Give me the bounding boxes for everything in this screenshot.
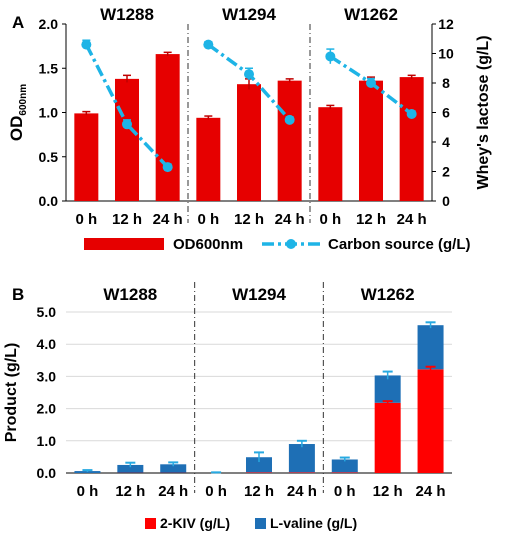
panel-a-legend-carbon-label: Carbon source (g/L): [328, 236, 471, 253]
panel-b-kiv-bar: [331, 472, 358, 473]
panel-a-y2-tick-label: 8: [442, 75, 450, 91]
panel-b-x-tick-label: 24 h: [158, 483, 188, 500]
panel-a-y2-tick-label: 6: [442, 105, 450, 121]
panel-b-kiv-bar: [417, 369, 444, 473]
panel-a-x-tick-label: 24 h: [275, 211, 305, 228]
panel-b-x-tick-label: 24 h: [287, 483, 317, 500]
panel-b-valine-bar: [117, 464, 144, 473]
panel-a-y-tick-label: 0.0: [39, 193, 59, 209]
panel-a-y-tick-label: 1.5: [39, 60, 59, 76]
panel-b-valine-bar: [331, 459, 358, 473]
panel-a-label: A: [12, 13, 24, 32]
panel-b-valine-bar: [288, 444, 315, 473]
panel-b-strain-title: W1288: [103, 285, 157, 304]
panel-b-y-tick-label: 4.0: [37, 336, 57, 352]
panel-a-legend-od-swatch: [84, 238, 164, 250]
panel-b-y-label: Product (g/L): [3, 343, 20, 443]
panel-b-strain-title: W1294: [232, 285, 286, 304]
panel-a-x-tick-label: 0 h: [75, 211, 97, 228]
panel-a-carbon-line: [84, 43, 169, 169]
panel-a-carbon-point: [284, 114, 295, 125]
panel-a-y2-tick-label: 4: [442, 134, 450, 150]
panel-b-valine-bar: [160, 464, 187, 473]
panel-a-strain-title: W1294: [222, 5, 276, 24]
panel-b-kiv-bar: [246, 472, 272, 473]
panel-a-od-bar: [277, 80, 302, 201]
panel-a-carbon-point: [203, 39, 214, 50]
panel-a-carbon-point: [122, 119, 132, 130]
panel-b-y-tick-label: 5.0: [37, 304, 57, 320]
panel-a-y2-tick-label: 10: [438, 46, 454, 62]
panel-b-legend-kiv-label: 2-KIV (g/L): [160, 515, 230, 531]
panel-b-y-tick-label: 3.0: [37, 368, 57, 384]
panel-a-od-bar: [196, 117, 221, 201]
panel-b-strain-title: W1262: [361, 285, 415, 304]
panel-b-legend-valine-label: L-valine (g/L): [270, 515, 357, 531]
panel-b-legend-kiv-swatch: [145, 518, 156, 529]
panel-a-x-tick-label: 12 h: [112, 211, 142, 228]
panel-a-carbon-point: [366, 78, 376, 88]
panel-a-od-bar: [74, 113, 99, 201]
panel-b-label: B: [12, 285, 24, 304]
panel-b-x-tick-label: 12 h: [244, 483, 274, 500]
panel-a-carbon-point: [406, 108, 417, 119]
panel-a-od-bar: [399, 77, 424, 201]
panel-a-x-tick-label: 0 h: [197, 211, 219, 228]
panel-a-x-tick-label: 12 h: [234, 211, 264, 228]
panel-a-y2-tick-label: 0: [442, 193, 450, 209]
panel-b-kiv-bar: [374, 402, 401, 473]
panel-b-valine-bar: [417, 325, 444, 370]
panel-b-x-tick-label: 24 h: [416, 483, 446, 500]
panel-a-legend-carbon-marker: [286, 239, 296, 249]
panel-a-y-tick-label: 1.0: [39, 105, 59, 121]
panel-a-strain-title: W1262: [344, 5, 398, 24]
panel-a-od-bar: [155, 54, 180, 202]
panel-b-legend-valine-swatch: [255, 518, 266, 529]
panel-b-x-tick-label: 12 h: [115, 483, 145, 500]
panel-b-y-tick-label: 0.0: [37, 465, 57, 481]
panel-a-carbon-point: [162, 162, 173, 173]
panel-a-y-tick-label: 0.5: [39, 149, 59, 165]
panel-a-y2-tick-label: 12: [438, 16, 454, 32]
panel-b-valine-bar: [374, 375, 401, 403]
panel-a-x-tick-label: 12 h: [356, 211, 386, 228]
panel-a-carbon-point: [325, 51, 336, 62]
panel-b-x-tick-label: 0 h: [77, 483, 99, 500]
panel-a-x-tick-label: 0 h: [319, 211, 341, 228]
panel-b-y-tick-label: 1.0: [37, 433, 57, 449]
panel-a-od-bar: [318, 107, 343, 201]
panel-a-od-bar: [115, 78, 139, 201]
panel-a-y2-label: Whey's lactose (g/L): [475, 35, 492, 189]
panel-b-x-tick-label: 0 h: [205, 483, 227, 500]
panel-b-y-tick-label: 2.0: [37, 401, 57, 417]
panel-b-x-tick-label: 0 h: [334, 483, 356, 500]
panel-a-y2-tick-label: 2: [442, 164, 450, 180]
panel-b-valine-bar: [246, 457, 272, 473]
panel-a-x-tick-label: 24 h: [153, 211, 183, 228]
panel-b-kiv-bar: [288, 472, 315, 473]
panel-a-od-bar: [359, 80, 383, 201]
panel-a-y-label: OD600nm: [7, 84, 29, 141]
panel-a-x-tick-label: 24 h: [397, 211, 427, 228]
panel-a-legend-od-label: OD600nm: [173, 236, 243, 253]
panel-a-od-bar: [237, 84, 261, 201]
panel-a-carbon-point: [244, 69, 254, 80]
panel-a-strain-title: W1288: [100, 5, 154, 24]
panel-a-carbon-point: [81, 39, 92, 50]
panel-a-y-tick-label: 2.0: [39, 16, 59, 32]
panel-b-x-tick-label: 12 h: [373, 483, 403, 500]
